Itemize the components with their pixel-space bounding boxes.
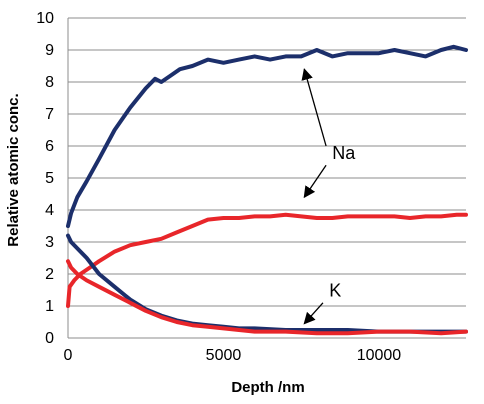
series-lines	[66, 44, 468, 336]
annotation-label: Na	[332, 143, 356, 163]
y-tick-label: 5	[45, 170, 54, 187]
y-tick-label: 4	[45, 202, 54, 219]
grid-lines	[68, 17, 466, 307]
y-tick-labels: 0 1 2 3 4 5 6 7 8 9 10	[36, 10, 54, 347]
series-line	[66, 259, 468, 336]
annotation-arrow	[303, 302, 324, 325]
y-tick-label: 6	[45, 138, 54, 155]
y-tick-label: 9	[45, 42, 54, 59]
y-tick-label: 8	[45, 74, 54, 91]
y-tick-label: 2	[45, 266, 54, 283]
y-tick-label: 3	[45, 234, 54, 251]
y-tick-label: 7	[45, 106, 54, 123]
x-tick-label: 5000	[206, 347, 242, 364]
series-line	[66, 44, 468, 228]
y-tick-label: 1	[45, 298, 54, 315]
annotation-arrow	[303, 164, 327, 199]
x-axis-title: Depth /nm	[231, 379, 304, 396]
x-tick-label: 0	[64, 347, 73, 364]
y-tick-label: 0	[45, 330, 54, 347]
y-axis-title: Relative atomic conc.	[5, 93, 22, 246]
annotations: Na K	[301, 68, 356, 325]
axes	[67, 18, 466, 339]
series-line	[66, 233, 468, 334]
annotation-label: K	[329, 280, 341, 300]
series-line	[66, 212, 468, 308]
annotation-arrow	[301, 68, 327, 147]
x-tick-label: 10000	[357, 347, 402, 364]
y-tick-label: 10	[36, 10, 54, 27]
x-tick-labels: 0 5000 10000	[64, 347, 402, 364]
